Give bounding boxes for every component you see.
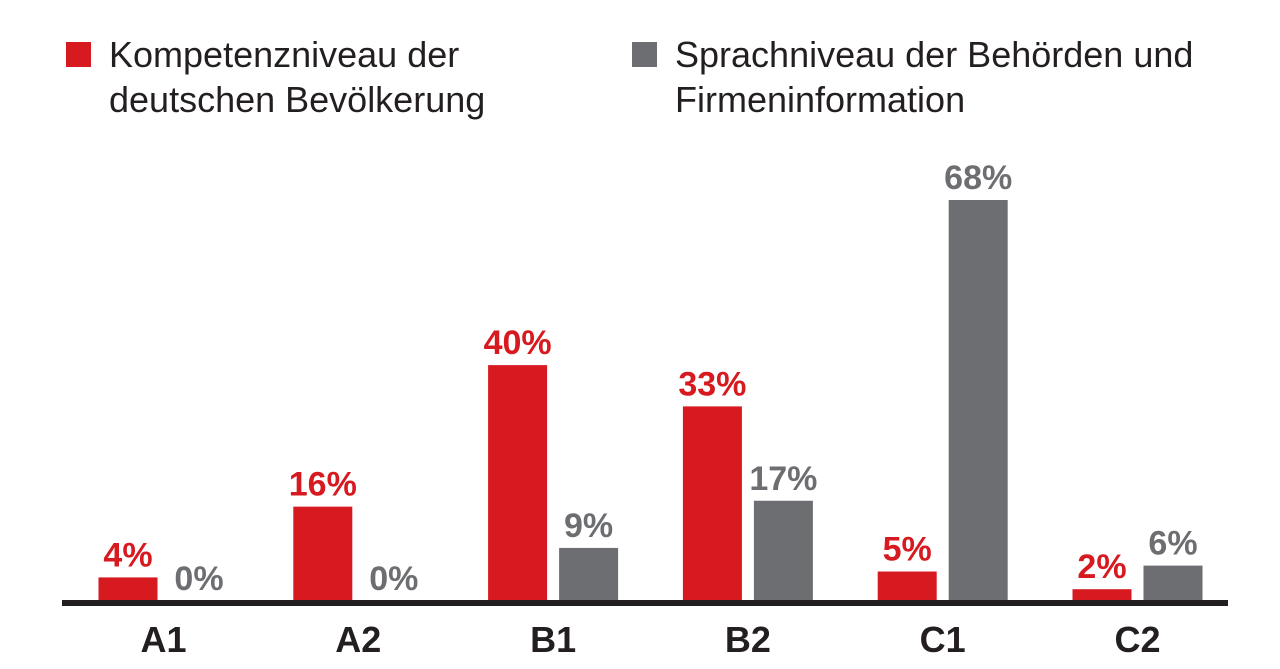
bar-c1-series-0	[877, 571, 937, 601]
legend-swatch-gray	[632, 42, 657, 67]
bar-c2-series-1	[1143, 565, 1203, 601]
x-tick-label-a1: A1	[140, 619, 186, 660]
bar-a1-series-0	[98, 577, 158, 601]
value-label-a1-series-1: 0%	[174, 560, 223, 598]
bar-b1-series-0	[488, 365, 548, 601]
x-tick-label-c2: C2	[1114, 619, 1160, 660]
value-label-b1-series-1: 9%	[564, 507, 613, 545]
bar-b2-series-0	[682, 406, 742, 601]
value-label-a1-series-0: 4%	[103, 536, 152, 574]
x-tick-label-b2: B2	[725, 619, 771, 660]
x-tick-label-c1: C1	[920, 619, 966, 660]
bar-c2-series-0	[1072, 589, 1132, 601]
value-label-c2-series-1: 6%	[1148, 525, 1197, 563]
value-label-b1-series-0: 40%	[484, 324, 552, 362]
bar-b2-series-1	[753, 500, 813, 601]
value-label-c1-series-1: 68%	[944, 159, 1012, 197]
value-label-a2-series-0: 16%	[289, 466, 357, 504]
x-tick-label-b1: B1	[530, 619, 576, 660]
value-label-c2-series-0: 2%	[1077, 548, 1126, 586]
legend-label-sprachniveau: Sprachniveau der Behörden und Firmeninfo…	[675, 34, 1194, 120]
legend-swatch-red	[66, 42, 91, 67]
x-axis-baseline	[62, 600, 1228, 606]
bar-c1-series-1	[948, 200, 1008, 601]
bar-b1-series-1	[559, 547, 619, 601]
x-tick-label-a2: A2	[335, 619, 381, 660]
value-label-c1-series-0: 5%	[883, 531, 932, 569]
value-label-b2-series-0: 33%	[678, 365, 746, 403]
legend-label-kompetenzniveau: Kompetenzniveau der deutschen Bevölkerun…	[109, 34, 486, 120]
legend-item-kompetenzniveau: Kompetenzniveau der deutschen Bevölkerun…	[66, 32, 629, 122]
bar-a2-series-0	[293, 506, 353, 601]
legend: Kompetenzniveau der deutschen Bevölkerun…	[0, 32, 1280, 132]
legend-item-sprachniveau: Sprachniveau der Behörden und Firmeninfo…	[632, 32, 1195, 122]
value-label-b2-series-1: 17%	[749, 460, 817, 498]
value-label-a2-series-1: 0%	[369, 560, 418, 598]
